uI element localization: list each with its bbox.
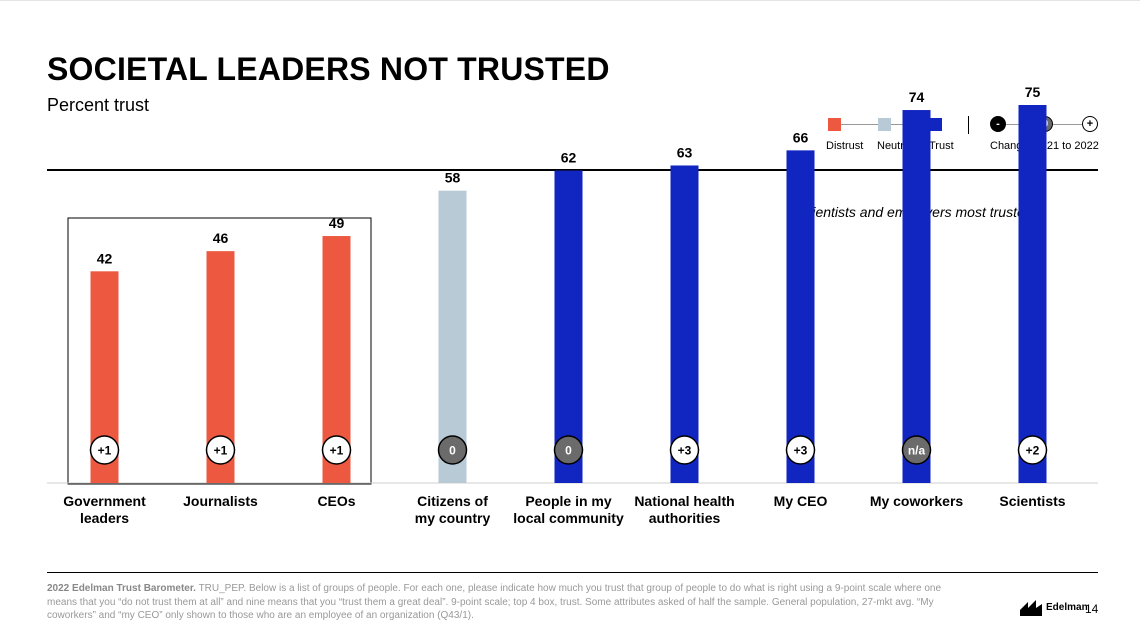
bar — [670, 165, 699, 484]
change-marker — [1017, 435, 1048, 465]
legend-distrust-swatch — [828, 118, 841, 131]
legend-distrust-label: Distrust — [826, 140, 864, 152]
page-subtitle: Percent trust — [47, 95, 150, 115]
category-label: authorities — [649, 510, 721, 526]
data-label: 62 — [561, 150, 577, 166]
data-label: 74 — [909, 89, 925, 105]
change-marker — [669, 435, 700, 465]
change-label: +1 — [98, 444, 112, 458]
footer-text: TRU_PEP. Below is a list of groups of pe… — [47, 583, 942, 621]
legend-separator — [968, 116, 969, 134]
change-label: +3 — [794, 444, 808, 458]
highlight-box — [67, 217, 372, 485]
bar — [786, 150, 815, 484]
edelman-logo-icon — [1020, 600, 1042, 616]
bar — [438, 190, 467, 483]
change-marker — [321, 435, 352, 465]
data-label: 46 — [213, 230, 229, 246]
legend-connector — [1052, 124, 1082, 125]
legend-trust-swatch — [929, 118, 942, 131]
category-label: Citizens of — [417, 493, 488, 509]
change-label: +1 — [330, 444, 344, 458]
legend-connector — [841, 124, 878, 125]
header-rule — [47, 169, 1098, 171]
data-label: 42 — [97, 250, 113, 266]
footer-note: 2022 Edelman Trust Barometer. TRU_PEP. B… — [47, 582, 967, 623]
category-label: My coworkers — [870, 493, 964, 509]
category-label: Government — [63, 493, 146, 509]
data-label: 58 — [445, 170, 461, 186]
change-marker — [785, 435, 816, 465]
bar — [902, 110, 931, 483]
change-label: +3 — [678, 444, 692, 458]
change-marker — [437, 435, 468, 465]
data-label: 63 — [677, 144, 693, 160]
footer-rule — [47, 572, 1098, 573]
category-label: Journalists — [183, 493, 258, 509]
change-marker — [901, 435, 932, 465]
change-marker — [553, 435, 584, 465]
category-label: Scientists — [999, 493, 1065, 509]
category-label: local community — [513, 510, 624, 526]
category-label: My CEO — [774, 493, 828, 509]
category-label: National health — [634, 493, 734, 509]
category-label: CEOs — [317, 493, 355, 509]
change-marker — [205, 435, 236, 465]
category-label: leaders — [80, 510, 129, 526]
bar — [554, 170, 583, 483]
change-label: +1 — [214, 444, 228, 458]
bar — [1018, 105, 1047, 483]
change-label: 0 — [449, 444, 456, 458]
change-label: 0 — [565, 444, 572, 458]
change-label: +2 — [1026, 444, 1040, 458]
brand-name: Edelman — [1046, 602, 1088, 613]
data-label: 49 — [329, 215, 345, 231]
data-label: 66 — [793, 129, 809, 145]
legend-trust-label: Trust — [929, 140, 954, 152]
footer-source: 2022 Edelman Trust Barometer. — [47, 583, 196, 594]
category-label: People in my — [525, 493, 612, 509]
top-divider — [0, 0, 1140, 1]
change-label: n/a — [908, 444, 926, 458]
category-label: my country — [415, 510, 491, 526]
legend-change-minus-icon: - — [990, 116, 1006, 132]
change-marker — [89, 435, 120, 465]
data-label: 75 — [1025, 84, 1041, 100]
page-title: SOCIETAL LEADERS NOT TRUSTED — [47, 51, 610, 87]
legend-neutral-swatch — [878, 118, 891, 131]
page-number: 14 — [1085, 602, 1099, 616]
legend-change-plus-icon: + — [1082, 116, 1098, 132]
